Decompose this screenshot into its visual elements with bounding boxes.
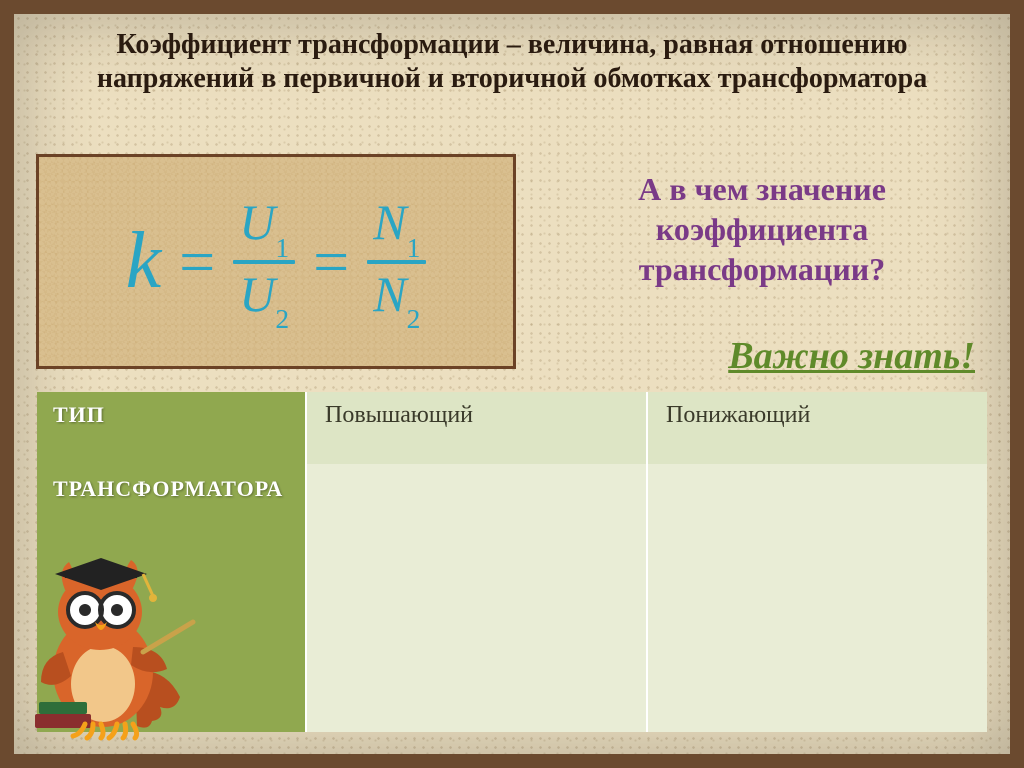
fraction-n: N1 N2 (367, 196, 426, 328)
u1-sym: U (239, 194, 275, 250)
fraction-u: U1 U2 (233, 196, 295, 328)
table-body-left-label: трансформатора (53, 476, 283, 501)
slide-frame: Коэффициент трансформации – величина, ра… (0, 0, 1024, 768)
formula: k = U1 U2 = N1 N2 (126, 196, 427, 328)
equals-1: = (179, 225, 215, 299)
table-header-left: Тип (37, 392, 307, 464)
n2-sub: 2 (407, 303, 421, 334)
table-header-col3: Понижающий (648, 392, 987, 464)
formula-lhs: k (126, 216, 162, 307)
table-body-left: трансформатора (37, 464, 307, 732)
equals-2: = (313, 225, 349, 299)
question-text: А в чем значение коэффициента трансформа… (544, 169, 980, 289)
slide-title: Коэффициент трансформации – величина, ра… (54, 28, 970, 95)
u2-sym: U (239, 266, 275, 322)
slide-canvas: Коэффициент трансформации – величина, ра… (14, 14, 1010, 754)
n1-sym: N (373, 194, 406, 250)
u2-sub: 2 (275, 303, 289, 334)
n2-sym: N (373, 266, 406, 322)
table-header-row: Тип Повышающий Понижающий (37, 392, 987, 464)
u1-sub: 1 (275, 232, 289, 263)
table-body-col2 (307, 464, 648, 732)
table-body-row: трансформатора (37, 464, 987, 732)
table-body-col3 (648, 464, 987, 732)
important-label: Важно знать! (554, 334, 975, 378)
owl-icon (25, 552, 205, 742)
formula-box: k = U1 U2 = N1 N2 (36, 154, 516, 369)
n1-sub: 1 (407, 232, 421, 263)
table-header-col2: Повышающий (307, 392, 648, 464)
